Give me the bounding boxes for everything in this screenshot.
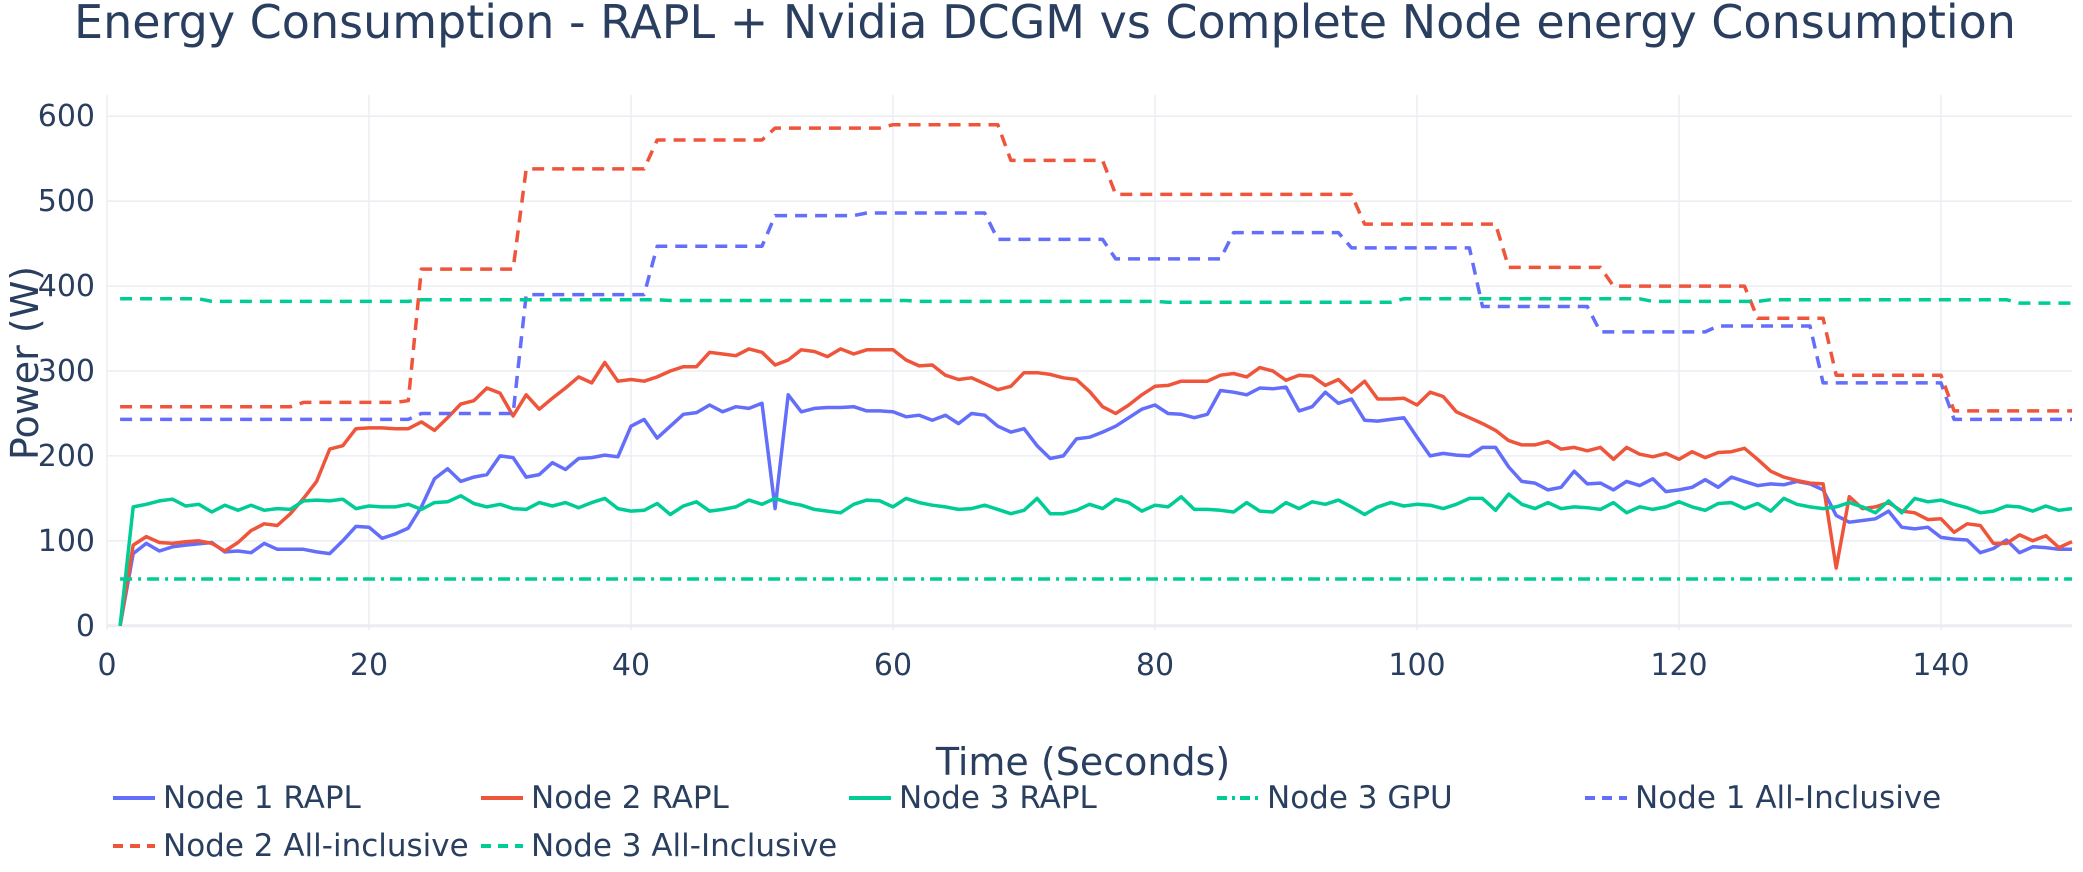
series-line-node-3-rapl <box>118 492 2073 626</box>
series-line-node-3-all-inclusive <box>120 297 2072 305</box>
y-tick-label: 200 <box>38 439 95 474</box>
x-tick-label: 60 <box>874 648 912 683</box>
y-tick-label: 500 <box>38 184 95 219</box>
legend-label: Node 2 RAPL <box>531 780 730 816</box>
x-tick-label: 20 <box>350 648 388 683</box>
y-tick-label: 400 <box>38 269 95 304</box>
x-tick-label: 120 <box>1650 648 1707 683</box>
legend-label: Node 3 All-Inclusive <box>531 828 837 864</box>
legend-item[interactable]: Node 2 All-inclusive <box>113 828 469 864</box>
tick-labels: 0 100 200 300 400 500 600 0 20 40 60 80 100 120 140 <box>38 99 1970 683</box>
legend-item[interactable]: Node 3 GPU <box>1217 780 1453 816</box>
series-layer <box>118 122 2073 627</box>
legend-item[interactable]: Node 3 All-Inclusive <box>481 828 837 864</box>
series-line-node-1-all-inclusive <box>120 211 2072 422</box>
legend-label: Node 3 RAPL <box>899 780 1098 816</box>
legend[interactable]: Node 1 RAPL Node 2 RAPL Node 3 RAPL Node 3 … <box>113 780 1941 864</box>
legend-item[interactable]: Node 1 All-Inclusive <box>1585 780 1941 816</box>
legend-label: Node 1 RAPL <box>163 780 362 816</box>
y-axis-title: Power (W) <box>3 266 47 460</box>
y-tick-label: 300 <box>38 354 95 389</box>
chart-title: Energy Consumption - RAPL + Nvidia DCGM … <box>74 0 2016 49</box>
y-tick-label: 0 <box>76 609 95 644</box>
x-tick-label: 80 <box>1136 648 1174 683</box>
legend-item[interactable]: Node 3 RAPL <box>849 780 1098 816</box>
legend-label: Node 1 All-Inclusive <box>1635 780 1941 816</box>
y-tick-label: 100 <box>38 524 95 559</box>
x-tick-label: 140 <box>1912 648 1969 683</box>
y-tick-label: 600 <box>38 99 95 134</box>
x-tick-label: 100 <box>1388 648 1445 683</box>
series-line-node-2-all-inclusive <box>120 122 2072 413</box>
x-tick-label: 40 <box>612 648 650 683</box>
series-line-node-2-rapl <box>118 347 2073 627</box>
grid <box>106 95 2072 630</box>
series-line-node-1-rapl <box>118 385 2072 627</box>
legend-item[interactable]: Node 2 RAPL <box>481 780 730 816</box>
legend-item[interactable]: Node 1 RAPL <box>113 780 362 816</box>
x-tick-label: 0 <box>97 648 116 683</box>
legend-label: Node 2 All-inclusive <box>163 828 469 864</box>
x-axis-title: Time (Seconds) <box>935 740 1230 784</box>
legend-label: Node 3 GPU <box>1267 780 1453 816</box>
